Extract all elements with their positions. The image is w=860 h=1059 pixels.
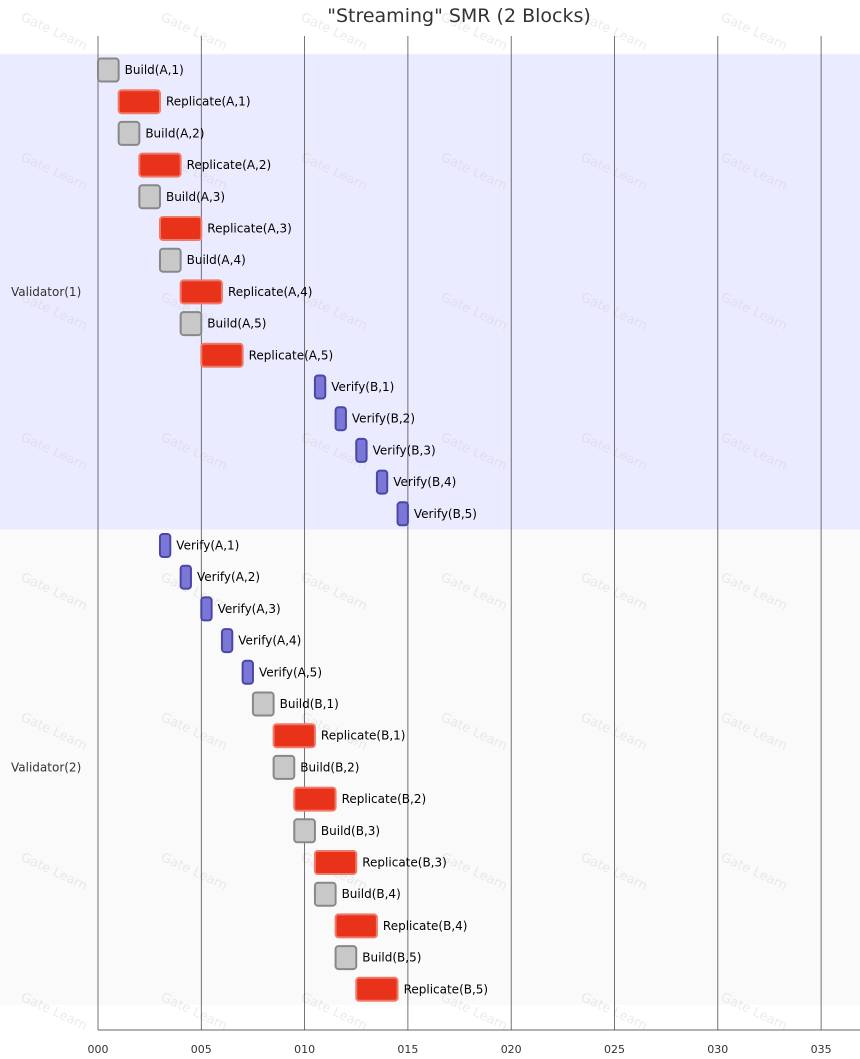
task-label: Verify(A,5) bbox=[259, 665, 322, 679]
task-bar bbox=[293, 786, 337, 812]
task-label: Replicate(A,2) bbox=[187, 158, 272, 172]
grid-lines bbox=[97, 36, 822, 1030]
task-label: Verify(A,4) bbox=[238, 634, 301, 648]
task-bar bbox=[375, 469, 389, 495]
task-label: Replicate(B,1) bbox=[321, 729, 406, 743]
task-bar bbox=[179, 564, 192, 590]
task-label: Verify(B,5) bbox=[414, 507, 477, 521]
task-label: Build(A,1) bbox=[125, 63, 184, 77]
task-label: Replicate(B,3) bbox=[362, 856, 447, 870]
task-label: Verify(A,2) bbox=[197, 570, 260, 584]
task-bar bbox=[293, 818, 316, 844]
task-label: Replicate(A,5) bbox=[249, 348, 334, 362]
task-bar bbox=[179, 311, 203, 337]
task-label: Build(B,4) bbox=[342, 887, 401, 901]
x-tick-label: 025 bbox=[604, 1043, 625, 1056]
task-label: Build(A,2) bbox=[145, 126, 204, 140]
task-bar bbox=[158, 247, 182, 273]
task-bar bbox=[117, 120, 141, 146]
chart-title: "Streaming" SMR (2 Blocks) bbox=[327, 5, 591, 27]
x-tick-label: 010 bbox=[294, 1043, 315, 1056]
task-bar bbox=[272, 754, 296, 780]
task-label: Replicate(A,3) bbox=[207, 222, 292, 236]
x-tick-label: 030 bbox=[707, 1043, 728, 1056]
x-tick-label: 035 bbox=[811, 1043, 832, 1056]
task-bars: Build(A,1) Replicate(A,1) Build(A,2) Replic… bbox=[97, 57, 489, 1002]
task-label: Verify(B,1) bbox=[331, 380, 394, 394]
x-tick-label: 015 bbox=[397, 1043, 418, 1056]
task-bar bbox=[334, 945, 358, 971]
section-label: Validator(1) bbox=[11, 285, 81, 299]
task-bar bbox=[138, 152, 182, 178]
task-bar bbox=[97, 57, 120, 83]
task-label: Build(A,3) bbox=[166, 190, 225, 204]
task-label: Replicate(B,5) bbox=[404, 982, 489, 996]
x-tick-label: 000 bbox=[88, 1043, 109, 1056]
section-label: Validator(2) bbox=[11, 760, 81, 774]
task-bar bbox=[313, 881, 337, 907]
task-label: Build(B,5) bbox=[362, 951, 421, 965]
x-axis: 0000050100150200250300350400450500550600… bbox=[88, 1029, 860, 1056]
section-labels: Validator(1) Validator(2) bbox=[11, 285, 81, 775]
x-tick-label: 020 bbox=[501, 1043, 522, 1056]
task-label: Verify(B,2) bbox=[352, 412, 415, 426]
task-label: Verify(B,3) bbox=[373, 443, 436, 457]
task-bar bbox=[251, 691, 275, 717]
watermark-text: Gate Learn bbox=[158, 10, 229, 54]
task-bar bbox=[117, 89, 161, 115]
task-bar bbox=[179, 279, 223, 305]
task-label: Build(A,5) bbox=[207, 317, 266, 331]
x-tick-label: 005 bbox=[191, 1043, 212, 1056]
task-bar bbox=[220, 628, 234, 654]
task-label: Verify(B,4) bbox=[393, 475, 456, 489]
task-bar bbox=[272, 723, 316, 749]
task-bar bbox=[396, 501, 409, 527]
section-backgrounds bbox=[0, 54, 860, 1006]
task-bar bbox=[241, 659, 254, 685]
task-bar bbox=[313, 850, 358, 875]
task-bar bbox=[200, 342, 244, 368]
task-label: Replicate(A,4) bbox=[228, 285, 313, 299]
task-label: Verify(A,3) bbox=[218, 602, 281, 616]
task-label: Verify(A,1) bbox=[176, 539, 239, 553]
task-label: Build(B,3) bbox=[321, 824, 380, 838]
task-bar bbox=[200, 596, 213, 622]
task-bar bbox=[334, 913, 378, 939]
task-label: Build(A,4) bbox=[187, 253, 246, 267]
task-bar bbox=[158, 533, 172, 558]
task-bar bbox=[138, 184, 161, 210]
task-label: Replicate(B,4) bbox=[383, 919, 468, 933]
task-bar bbox=[355, 976, 399, 1002]
task-bar bbox=[355, 437, 368, 463]
watermark-text: Gate Learn bbox=[718, 10, 789, 54]
task-bar bbox=[334, 406, 347, 432]
watermark-text: Gate Learn bbox=[18, 10, 89, 54]
section-background-2 bbox=[0, 529, 860, 1006]
task-label: Build(B,2) bbox=[300, 760, 359, 774]
task-bar bbox=[313, 374, 327, 400]
task-label: Replicate(A,1) bbox=[166, 95, 251, 109]
task-label: Replicate(B,2) bbox=[342, 792, 427, 806]
task-bar bbox=[158, 216, 203, 241]
section-background-1 bbox=[0, 54, 860, 530]
task-label: Build(B,1) bbox=[280, 697, 339, 711]
